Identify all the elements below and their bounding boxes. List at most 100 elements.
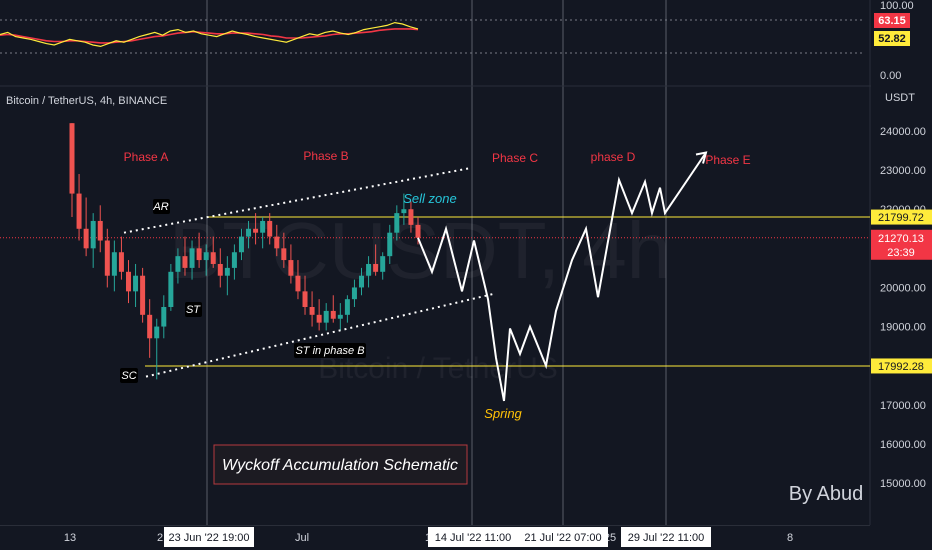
candle-body bbox=[281, 248, 287, 261]
rsi-axis-100: 100.00 bbox=[880, 0, 914, 12]
time-tag-jul14-text: 14 Jul '22 11:00 bbox=[435, 532, 512, 544]
candle-body bbox=[408, 209, 414, 225]
candle-body bbox=[175, 256, 181, 272]
phase-c-label: Phase C bbox=[492, 151, 538, 165]
rsi-ma-value-tag: 52.82 bbox=[874, 31, 910, 46]
candle-body bbox=[125, 271, 131, 292]
phase-a-label: Phase A bbox=[124, 150, 169, 164]
candle-body bbox=[231, 252, 237, 268]
candle-body bbox=[217, 263, 223, 276]
resistance-price-label: 21799.72 bbox=[878, 212, 924, 224]
candle-body bbox=[351, 287, 357, 300]
projection-arrowhead bbox=[695, 151, 708, 164]
time-tag-jul29-text: 29 Jul '22 11:00 bbox=[628, 532, 705, 544]
candle-body bbox=[196, 248, 202, 261]
candle-body bbox=[295, 275, 301, 292]
price-tick-label: 15000.00 bbox=[880, 478, 926, 490]
candle-body bbox=[316, 314, 322, 323]
symbol-legend[interactable]: Bitcoin / TetherUS, 4h, BINANCE bbox=[6, 95, 167, 107]
time-tag-jul29: 29 Jul '22 11:00 bbox=[621, 527, 711, 547]
candle-body bbox=[118, 252, 124, 272]
time-axis[interactable]: 13 2 Jul 1 25 8 23 Jun '22 19:00 14 Jul … bbox=[0, 525, 932, 550]
watermark-main: BTCUSDT, 4h bbox=[169, 206, 671, 295]
candle-body bbox=[203, 252, 209, 261]
sc-tag: SC bbox=[120, 368, 138, 383]
candle-body bbox=[330, 310, 336, 319]
st-phase-b-label: ST in phase B bbox=[295, 345, 364, 357]
candle-body bbox=[97, 220, 103, 241]
candle-body bbox=[323, 310, 329, 323]
time-tag-jul21: 21 Jul '22 07:00 bbox=[518, 527, 608, 547]
st-label: ST bbox=[186, 304, 201, 316]
st-phase-b-tag: ST in phase B bbox=[294, 343, 366, 358]
rsi-value: 63.15 bbox=[878, 15, 906, 27]
price-axis[interactable]: 100.00 0.00 USDT 24000.0023000.0022000.0… bbox=[871, 0, 932, 525]
rsi-axis-0: 0.00 bbox=[880, 70, 901, 82]
candle-body bbox=[182, 256, 188, 268]
phase-e-label: Phase E bbox=[705, 153, 750, 167]
spring-label: Spring bbox=[484, 406, 522, 421]
price-tick-label: 19000.00 bbox=[880, 322, 926, 334]
time-label-13: 13 bbox=[64, 532, 76, 544]
candle-body bbox=[394, 213, 400, 233]
candle-body bbox=[253, 228, 259, 233]
time-tag-jun23-text: 23 Jun '22 19:00 bbox=[168, 532, 249, 544]
countdown-label: 23:39 bbox=[887, 247, 915, 259]
candle-body bbox=[401, 209, 407, 214]
candle-body bbox=[366, 263, 372, 276]
candle-body bbox=[260, 220, 266, 233]
phase-b-label: Phase B bbox=[303, 149, 348, 163]
candle-body bbox=[387, 232, 393, 257]
candle-body bbox=[210, 252, 216, 264]
candle-body bbox=[168, 271, 174, 307]
price-tick-label: 24000.00 bbox=[880, 126, 926, 138]
candle-body bbox=[140, 275, 146, 315]
candle-body bbox=[69, 123, 75, 194]
candle-body bbox=[224, 267, 230, 276]
price-tick-label: 17000.00 bbox=[880, 400, 926, 412]
price-tick-label: 23000.00 bbox=[880, 165, 926, 177]
price-tick-label: 16000.00 bbox=[880, 439, 926, 451]
candle-body bbox=[246, 228, 252, 237]
support-price-tag: 17992.28 bbox=[871, 358, 932, 374]
time-label-2: 2 bbox=[157, 532, 163, 544]
rsi-ma-value: 52.82 bbox=[878, 33, 906, 45]
time-tag-jul14: 14 Jul '22 11:00 bbox=[428, 527, 518, 547]
candle-body bbox=[238, 236, 244, 253]
resistance-price-tag: 21799.72 bbox=[871, 209, 932, 225]
time-tag-jul21-text: 21 Jul '22 07:00 bbox=[524, 532, 601, 544]
candle-body bbox=[337, 314, 343, 319]
candle-body bbox=[76, 193, 82, 229]
candle-body bbox=[90, 220, 96, 249]
phase-d-label: phase D bbox=[591, 150, 636, 164]
ar-tag: AR bbox=[152, 199, 170, 214]
candle-body bbox=[111, 252, 117, 276]
candle-body bbox=[189, 248, 195, 268]
candle-body bbox=[161, 307, 167, 327]
projection-path[interactable] bbox=[417, 151, 707, 402]
candles bbox=[69, 123, 421, 380]
candle-body bbox=[133, 275, 139, 292]
support-price-label: 17992.28 bbox=[878, 361, 924, 373]
candle-body bbox=[267, 220, 273, 237]
rsi-ma-line bbox=[0, 28, 419, 44]
candle-body bbox=[104, 240, 110, 276]
candle-body bbox=[359, 275, 365, 288]
channel-upper-line[interactable] bbox=[123, 167, 471, 234]
candle-body bbox=[415, 224, 421, 238]
title-box: Wyckoff Accumulation Schematic bbox=[213, 444, 468, 485]
time-tag-jun23: 23 Jun '22 19:00 bbox=[164, 527, 254, 547]
rsi-value-tag: 63.15 bbox=[874, 13, 910, 28]
candle-body bbox=[288, 260, 294, 276]
sc-label: SC bbox=[121, 370, 136, 382]
st-tag: ST bbox=[185, 302, 202, 317]
sell-zone-label: Sell zone bbox=[403, 191, 456, 206]
candle-body bbox=[274, 236, 280, 249]
rsi-pane bbox=[0, 19, 862, 54]
candle-body bbox=[309, 307, 315, 315]
signature: By Abud bbox=[789, 483, 864, 505]
vertical-grid bbox=[206, 0, 667, 525]
ar-label: AR bbox=[152, 201, 168, 213]
last-price-label: 21270.13 bbox=[878, 233, 924, 245]
